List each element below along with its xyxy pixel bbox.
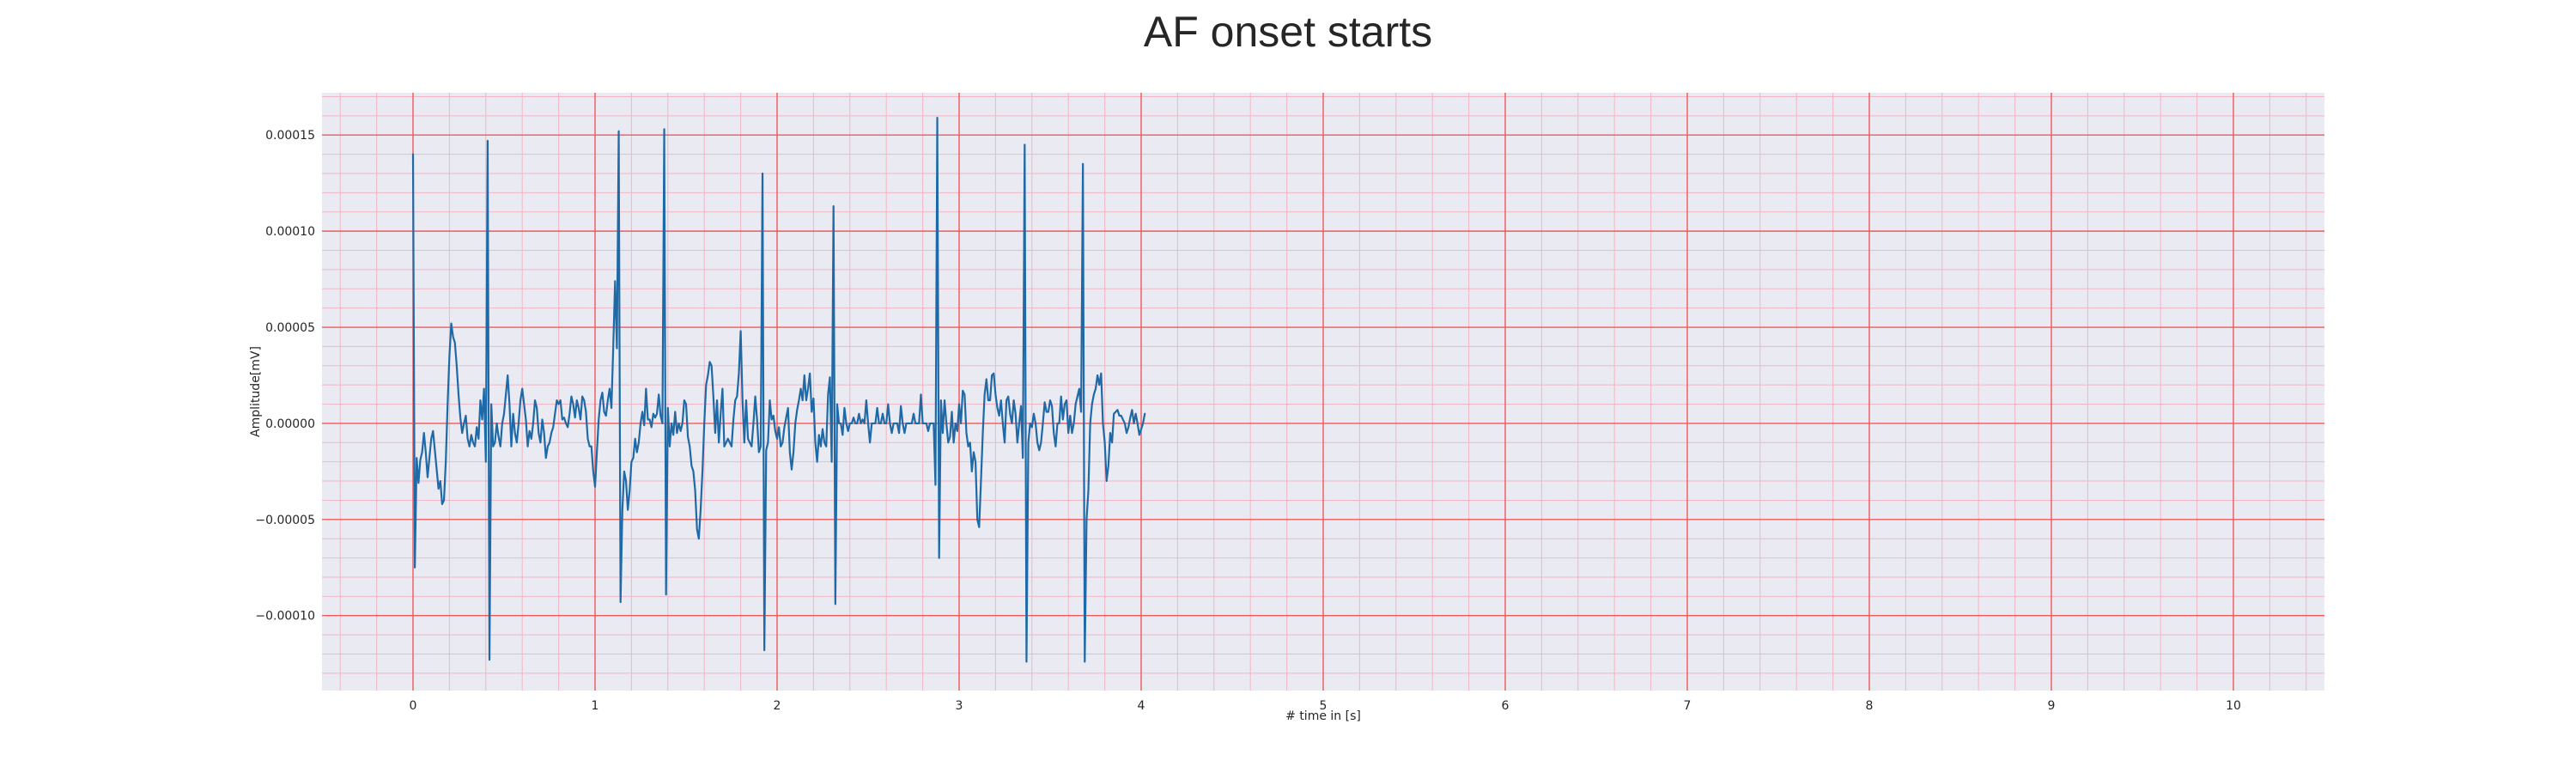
y-axis-label: Amplitude[mV]: [249, 346, 263, 437]
y-tick-label: 0.00000: [265, 417, 315, 431]
x-tick-label: 6: [1502, 699, 1510, 713]
x-tick-label: 10: [2226, 699, 2241, 713]
y-tick-label: 0.00015: [265, 129, 315, 143]
x-tick-label: 7: [1684, 699, 1692, 713]
x-tick-label: 2: [774, 699, 781, 713]
x-tick-label: 3: [956, 699, 963, 713]
chart-title: AF onset starts: [1144, 8, 1432, 56]
y-tick-label: −0.00005: [255, 514, 315, 527]
y-tick-label: 0.00005: [265, 321, 315, 335]
x-tick-label: 1: [592, 699, 599, 713]
plot-area: [322, 93, 2324, 691]
x-tick-label: 9: [2048, 699, 2056, 713]
x-axis-label: # time in [s]: [1285, 709, 1361, 723]
x-tick-label: 4: [1138, 699, 1145, 713]
y-tick-label: 0.00010: [265, 225, 315, 239]
x-tick-label: 0: [410, 699, 417, 713]
x-tick-label: 8: [1866, 699, 1874, 713]
y-tick-label: −0.00010: [255, 610, 315, 624]
